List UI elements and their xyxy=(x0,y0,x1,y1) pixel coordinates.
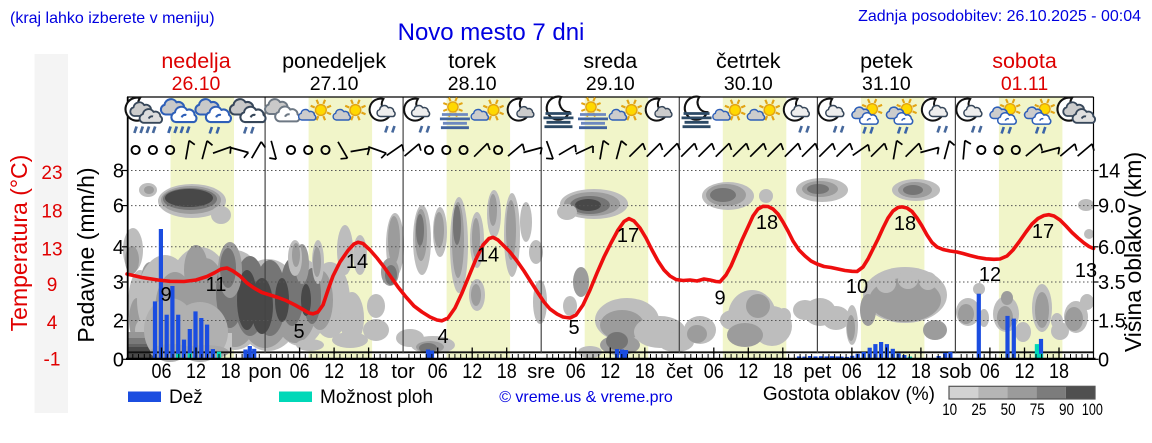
svg-text:18: 18 xyxy=(1049,360,1069,383)
svg-text:30.10: 30.10 xyxy=(724,73,773,95)
svg-text:06: 06 xyxy=(980,360,1000,383)
svg-text:06: 06 xyxy=(152,360,172,383)
svg-text:9: 9 xyxy=(47,275,58,296)
svg-text:90: 90 xyxy=(1059,401,1074,419)
svg-text:100: 100 xyxy=(1082,401,1103,419)
svg-text:ponedeljek: ponedeljek xyxy=(282,49,386,73)
svg-text:pet: pet xyxy=(803,361,831,383)
svg-text:18: 18 xyxy=(773,360,793,383)
svg-text:06: 06 xyxy=(428,360,448,383)
svg-text:1.5: 1.5 xyxy=(1098,311,1126,333)
svg-text:18: 18 xyxy=(911,360,931,383)
svg-text:© vreme.us & vreme.pro: © vreme.us & vreme.pro xyxy=(499,389,673,406)
svg-text:17: 17 xyxy=(617,225,639,247)
svg-text:13: 13 xyxy=(1075,260,1097,282)
svg-text:18: 18 xyxy=(756,212,778,234)
svg-text:14: 14 xyxy=(346,251,368,273)
svg-text:18: 18 xyxy=(635,360,655,383)
svg-text:Gostota oblakov (%): Gostota oblakov (%) xyxy=(763,384,935,405)
svg-text:17: 17 xyxy=(1032,221,1054,243)
svg-text:3.5: 3.5 xyxy=(1098,272,1126,294)
svg-text:12: 12 xyxy=(600,360,620,383)
svg-text:pon: pon xyxy=(248,361,281,383)
svg-text:čet: čet xyxy=(666,361,693,383)
svg-text:14: 14 xyxy=(1098,161,1120,183)
svg-text:6: 6 xyxy=(113,196,124,218)
svg-text:tor: tor xyxy=(391,361,415,383)
svg-text:12: 12 xyxy=(738,360,758,383)
svg-text:4: 4 xyxy=(437,326,448,348)
svg-text:nedelja: nedelja xyxy=(161,49,230,73)
svg-text:Dež: Dež xyxy=(169,387,203,408)
svg-text:Možnost ploh: Možnost ploh xyxy=(320,387,433,408)
svg-text:25: 25 xyxy=(971,401,986,419)
svg-text:26.10: 26.10 xyxy=(172,73,221,95)
svg-text:4: 4 xyxy=(47,313,58,334)
svg-text:sreda: sreda xyxy=(583,49,637,73)
svg-text:31.10: 31.10 xyxy=(862,73,911,95)
svg-text:četrtek: četrtek xyxy=(716,49,781,73)
svg-text:14: 14 xyxy=(477,245,499,267)
svg-text:06: 06 xyxy=(842,360,862,383)
svg-text:29.10: 29.10 xyxy=(586,73,635,95)
svg-text:28.10: 28.10 xyxy=(448,73,497,95)
svg-text:12: 12 xyxy=(462,360,482,383)
svg-text:sre: sre xyxy=(527,361,555,383)
svg-text:12: 12 xyxy=(979,264,1001,286)
svg-text:12: 12 xyxy=(186,360,206,383)
svg-text:18: 18 xyxy=(894,213,916,235)
svg-text:18: 18 xyxy=(41,201,62,222)
svg-text:8: 8 xyxy=(113,161,124,183)
svg-text:Padavine (mm/h): Padavine (mm/h) xyxy=(73,167,99,342)
svg-text:13: 13 xyxy=(41,239,62,260)
svg-text:sob: sob xyxy=(939,361,971,383)
svg-text:0: 0 xyxy=(1098,349,1109,371)
svg-text:27.10: 27.10 xyxy=(310,73,359,95)
svg-text:torek: torek xyxy=(448,49,496,73)
svg-text:9: 9 xyxy=(160,284,171,306)
svg-text:Novo mesto 7 dni: Novo mesto 7 dni xyxy=(398,19,585,46)
svg-text:75: 75 xyxy=(1030,401,1045,419)
svg-text:(kraj lahko izberete v meniju): (kraj lahko izberete v meniju) xyxy=(10,10,215,27)
svg-text:9: 9 xyxy=(714,288,725,310)
svg-text:6.0: 6.0 xyxy=(1098,237,1126,259)
svg-text:01.11: 01.11 xyxy=(1001,73,1048,95)
svg-text:9.0: 9.0 xyxy=(1098,196,1126,218)
svg-text:petek: petek xyxy=(860,49,913,73)
svg-text:2: 2 xyxy=(113,311,124,333)
svg-text:12: 12 xyxy=(1015,360,1035,383)
svg-text:50: 50 xyxy=(1001,401,1016,419)
svg-text:12: 12 xyxy=(876,360,896,383)
svg-text:4: 4 xyxy=(113,237,124,259)
svg-text:5: 5 xyxy=(568,317,579,339)
svg-text:06: 06 xyxy=(290,360,310,383)
svg-text:10: 10 xyxy=(846,276,868,298)
svg-text:10: 10 xyxy=(942,401,957,419)
svg-text:23: 23 xyxy=(41,163,62,184)
svg-text:11: 11 xyxy=(206,274,227,296)
svg-text:12: 12 xyxy=(324,360,344,383)
svg-text:sobota: sobota xyxy=(992,49,1057,73)
svg-text:18: 18 xyxy=(221,360,241,383)
svg-text:-1: -1 xyxy=(44,350,61,371)
svg-text:3: 3 xyxy=(113,272,124,294)
svg-text:06: 06 xyxy=(704,360,724,383)
svg-text:Zadnja posodobitev: 26.10.2025: Zadnja posodobitev: 26.10.2025 - 00:04 xyxy=(858,8,1141,25)
svg-text:18: 18 xyxy=(359,360,379,383)
svg-text:18: 18 xyxy=(497,360,517,383)
svg-text:0: 0 xyxy=(113,349,124,371)
svg-text:Višina oblakov (km): Višina oblakov (km) xyxy=(1120,152,1146,352)
svg-text:Temperatura (°C): Temperatura (°C) xyxy=(6,155,32,332)
svg-text:5: 5 xyxy=(293,321,304,343)
svg-text:06: 06 xyxy=(566,360,586,383)
